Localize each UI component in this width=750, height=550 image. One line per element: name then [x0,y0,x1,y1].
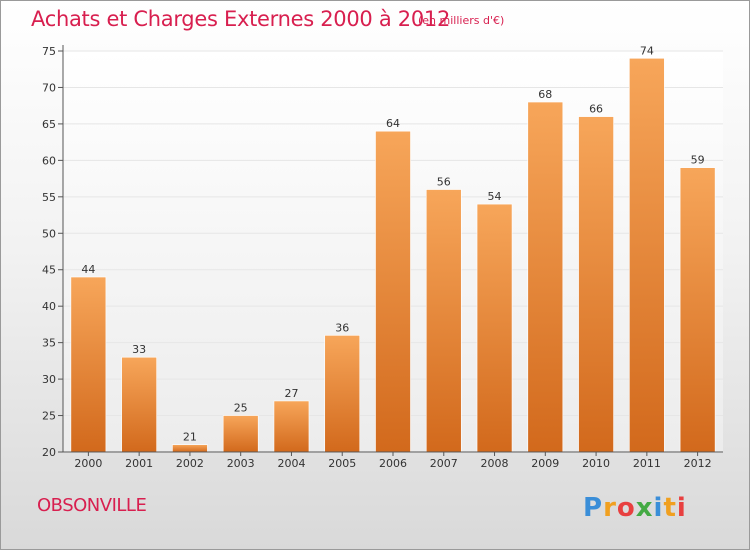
y-tick-label: 70 [42,81,56,94]
x-tick-label-2002: 2002 [176,457,204,470]
bar-2002 [172,444,208,453]
x-tick-label-2001: 2001 [125,457,153,470]
data-label-2000: 44 [81,263,95,276]
x-tick-label-2012: 2012 [684,457,712,470]
y-tick-label: 40 [42,300,56,313]
y-tick-label: 45 [42,264,56,277]
bar-2000 [70,276,107,453]
bar-2008 [476,203,513,453]
data-label-2010: 66 [589,103,603,116]
x-tick-label-2007: 2007 [430,457,458,470]
bar-2001 [121,356,157,453]
data-label-2012: 59 [691,154,705,167]
bar-2011 [629,57,665,453]
bar-2007 [425,189,462,453]
data-label-2003: 25 [234,402,248,415]
y-tick-label: 25 [42,410,56,423]
y-tick-labels: 20 25 30 35 40 45 50 55 60 65 70 75 [42,45,56,459]
x-tick-label-2003: 2003 [227,457,255,470]
bar-2006 [375,130,411,453]
y-tick-label: 30 [42,373,56,386]
x-tick-label-2010: 2010 [582,457,610,470]
data-label-2006: 64 [386,117,400,130]
bar-2003 [222,415,259,453]
chart-title: Achats et Charges Externes 2000 à 2012 [31,7,451,31]
x-tick-label-2000: 2000 [74,457,102,470]
y-tick-label: 20 [42,446,56,459]
chart-subtitle: (en milliers d'€) [418,14,505,27]
y-tick-label: 65 [42,118,56,131]
x-tick-label-2004: 2004 [277,457,305,470]
y-tick-label: 75 [42,45,56,58]
x-tick-label-2009: 2009 [531,457,559,470]
y-tick-label: 50 [42,227,56,240]
bar-2010 [578,116,614,453]
x-tick-label-2011: 2011 [633,457,661,470]
x-tick-label-2005: 2005 [328,457,356,470]
bar-2009 [527,101,564,453]
y-tick-label: 60 [42,154,56,167]
axes [58,45,723,456]
bar-2004 [273,400,310,453]
data-label-2007: 56 [437,176,451,189]
data-label-2008: 54 [488,190,502,203]
data-label-2011: 74 [640,44,654,57]
data-labels: 44 33 21 25 27 36 64 56 54 68 66 74 59 [81,44,704,443]
x-tick-labels: 2000 2001 2002 2003 2004 2005 2006 2007 2008 2009… [74,457,711,470]
y-tick-label: 55 [42,191,56,204]
data-label-2005: 36 [335,321,349,334]
data-label-2004: 27 [284,387,298,400]
x-tick-label-2008: 2008 [481,457,509,470]
commune-name: OBSONVILLE [37,495,147,516]
data-label-2009: 68 [538,88,552,101]
data-label-2002: 21 [183,431,197,444]
svg-text:Proxiti: Proxiti [583,493,687,523]
bar-2005 [324,335,361,453]
x-tick-label-2006: 2006 [379,457,407,470]
data-label-2001: 33 [132,343,146,356]
bar-2012 [679,167,716,453]
proxiti-logo: Proxiti [583,493,687,523]
y-tick-label: 35 [42,337,56,350]
